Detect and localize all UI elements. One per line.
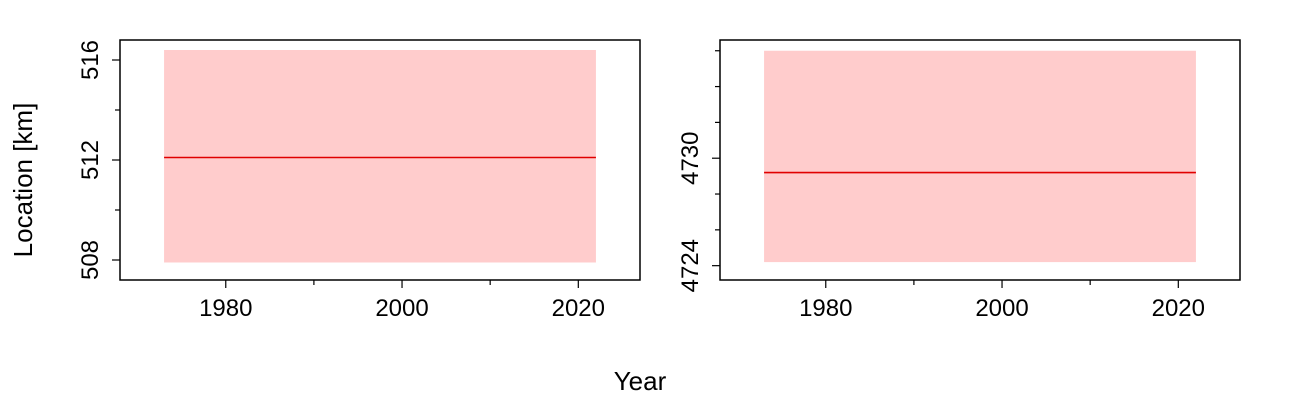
x-tick-label: 2020 bbox=[552, 295, 605, 322]
x-tick-label: 1980 bbox=[199, 295, 252, 322]
confidence-band bbox=[764, 50, 1196, 263]
x-tick-label: 2020 bbox=[1152, 295, 1205, 322]
plot-frame bbox=[719, 39, 1241, 281]
y-tick-label: 508 bbox=[77, 240, 104, 280]
x-tick-label: 2000 bbox=[975, 295, 1028, 322]
confidence-band bbox=[164, 50, 596, 263]
right-panel: 1980 2000 2020 4724 4730 bbox=[677, 39, 1241, 322]
y-tick-label: 512 bbox=[77, 140, 104, 180]
x-tick-label: 1980 bbox=[799, 295, 852, 322]
left-panel: 1980 2000 2020 508 512 516 bbox=[77, 39, 641, 322]
y-axis-title: Location [km] bbox=[8, 103, 38, 258]
y-tick-label: 516 bbox=[77, 40, 104, 80]
x-tick-label: 2000 bbox=[375, 295, 428, 322]
y-tick-label: 4730 bbox=[677, 132, 704, 185]
x-axis-title: Year bbox=[614, 366, 667, 396]
y-tick-label: 4724 bbox=[677, 239, 704, 292]
